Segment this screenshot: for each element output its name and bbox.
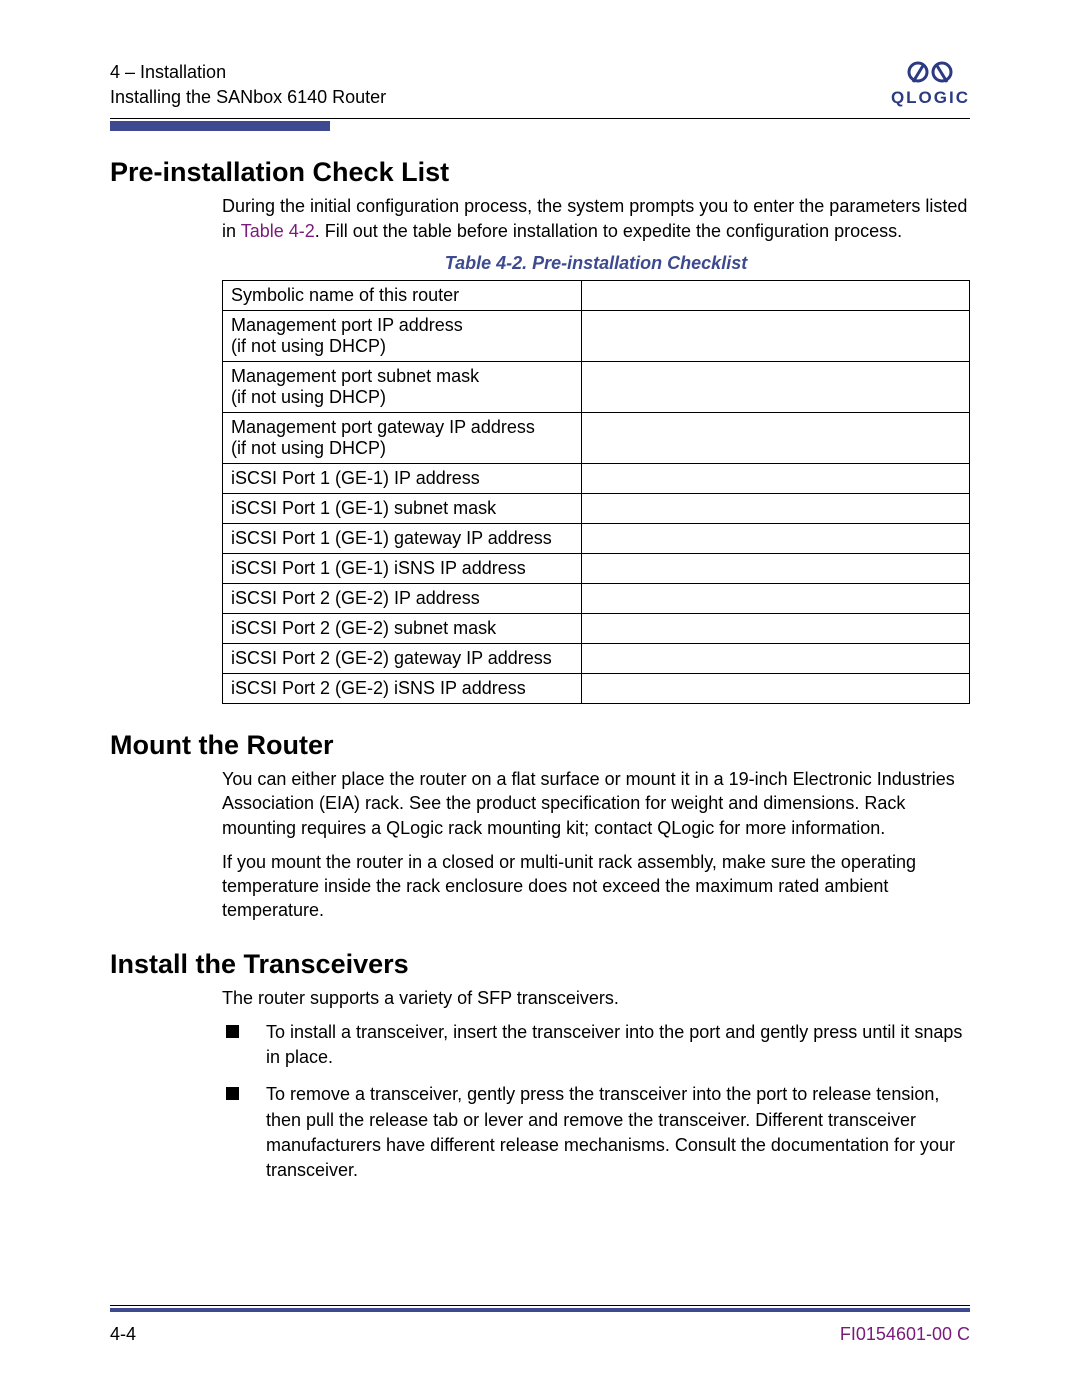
footer-page-number: 4-4 xyxy=(110,1324,136,1345)
table-cell-value xyxy=(581,523,969,553)
table-row: iSCSI Port 2 (GE-2) iSNS IP address xyxy=(223,673,970,703)
table-cell-label: iSCSI Port 2 (GE-2) subnet mask xyxy=(223,613,582,643)
table-cell-value xyxy=(581,463,969,493)
header-chapter: 4 – Installation xyxy=(110,60,386,85)
footer-row: 4-4 FI0154601-00 C xyxy=(110,1324,970,1345)
transceivers-body: The router supports a variety of SFP tra… xyxy=(222,986,970,1183)
table-cell-label: iSCSI Port 1 (GE-1) subnet mask xyxy=(223,493,582,523)
table-cell-value xyxy=(581,493,969,523)
list-item: To remove a transceiver, gently press th… xyxy=(222,1082,970,1183)
table-cell-value xyxy=(581,613,969,643)
table-cell-label: Symbolic name of this router xyxy=(223,280,582,310)
table-cell-value xyxy=(581,673,969,703)
heading-mount: Mount the Router xyxy=(110,730,970,761)
table-cell-label: iSCSI Port 2 (GE-2) iSNS IP address xyxy=(223,673,582,703)
table-cell-label: Management port subnet mask(if not using… xyxy=(223,361,582,412)
table-cell-label: iSCSI Port 1 (GE-1) iSNS IP address xyxy=(223,553,582,583)
table-cell-value xyxy=(581,553,969,583)
heading-preinstall: Pre-installation Check List xyxy=(110,157,970,188)
table-row: iSCSI Port 2 (GE-2) subnet mask xyxy=(223,613,970,643)
preinstall-intro-after: . Fill out the table before installation… xyxy=(315,221,902,241)
transceivers-intro: The router supports a variety of SFP tra… xyxy=(222,986,970,1010)
brand-logo-text: QLOGIC xyxy=(891,88,970,108)
header-subtitle: Installing the SANbox 6140 Router xyxy=(110,85,386,110)
transceivers-list: To install a transceiver, insert the tra… xyxy=(222,1020,970,1183)
table-cell-value xyxy=(581,583,969,613)
mount-para1: You can either place the router on a fla… xyxy=(222,767,970,840)
table-cell-value xyxy=(581,361,969,412)
page-root: 4 – Installation Installing the SANbox 6… xyxy=(0,0,1080,1397)
mount-para2: If you mount the router in a closed or m… xyxy=(222,850,970,923)
table-4-2-link[interactable]: Table 4-2 xyxy=(241,221,315,241)
table-cell-value xyxy=(581,310,969,361)
page-footer: 4-4 FI0154601-00 C xyxy=(110,1305,970,1345)
brand-logo: QLOGIC xyxy=(891,60,970,108)
table-cell-value xyxy=(581,280,969,310)
table-row: iSCSI Port 2 (GE-2) gateway IP address xyxy=(223,643,970,673)
preinstall-intro: During the initial configuration process… xyxy=(222,194,970,243)
mount-body: You can either place the router on a fla… xyxy=(222,767,970,923)
header-left: 4 – Installation Installing the SANbox 6… xyxy=(110,60,386,110)
table-row: iSCSI Port 2 (GE-2) IP address xyxy=(223,583,970,613)
preinstall-table: Symbolic name of this routerManagement p… xyxy=(222,280,970,704)
table-cell-label: Management port IP address(if not using … xyxy=(223,310,582,361)
table-row: iSCSI Port 1 (GE-1) gateway IP address xyxy=(223,523,970,553)
table-cell-value xyxy=(581,412,969,463)
table-row: iSCSI Port 1 (GE-1) IP address xyxy=(223,463,970,493)
header-rule-thick xyxy=(110,121,330,131)
list-item: To install a transceiver, insert the tra… xyxy=(222,1020,970,1070)
table-row: iSCSI Port 1 (GE-1) iSNS IP address xyxy=(223,553,970,583)
heading-transceivers: Install the Transceivers xyxy=(110,949,970,980)
preinstall-body: During the initial configuration process… xyxy=(222,194,970,704)
table-row: iSCSI Port 1 (GE-1) subnet mask xyxy=(223,493,970,523)
table-cell-value xyxy=(581,643,969,673)
footer-rule-thick xyxy=(110,1308,970,1312)
footer-rule-thin xyxy=(110,1305,970,1306)
header-rule-thin xyxy=(110,118,970,119)
brand-logo-icon xyxy=(902,60,958,86)
table-row: Management port gateway IP address(if no… xyxy=(223,412,970,463)
table-cell-label: iSCSI Port 1 (GE-1) IP address xyxy=(223,463,582,493)
table-caption: Table 4-2. Pre-installation Checklist xyxy=(222,253,970,274)
header-rule xyxy=(110,118,970,131)
footer-doc-code: FI0154601-00 C xyxy=(840,1324,970,1345)
table-cell-label: Management port gateway IP address(if no… xyxy=(223,412,582,463)
page-header: 4 – Installation Installing the SANbox 6… xyxy=(110,60,970,110)
table-row: Symbolic name of this router xyxy=(223,280,970,310)
table-cell-label: iSCSI Port 2 (GE-2) gateway IP address xyxy=(223,643,582,673)
table-cell-label: iSCSI Port 2 (GE-2) IP address xyxy=(223,583,582,613)
table-row: Management port subnet mask(if not using… xyxy=(223,361,970,412)
table-row: Management port IP address(if not using … xyxy=(223,310,970,361)
table-cell-label: iSCSI Port 1 (GE-1) gateway IP address xyxy=(223,523,582,553)
